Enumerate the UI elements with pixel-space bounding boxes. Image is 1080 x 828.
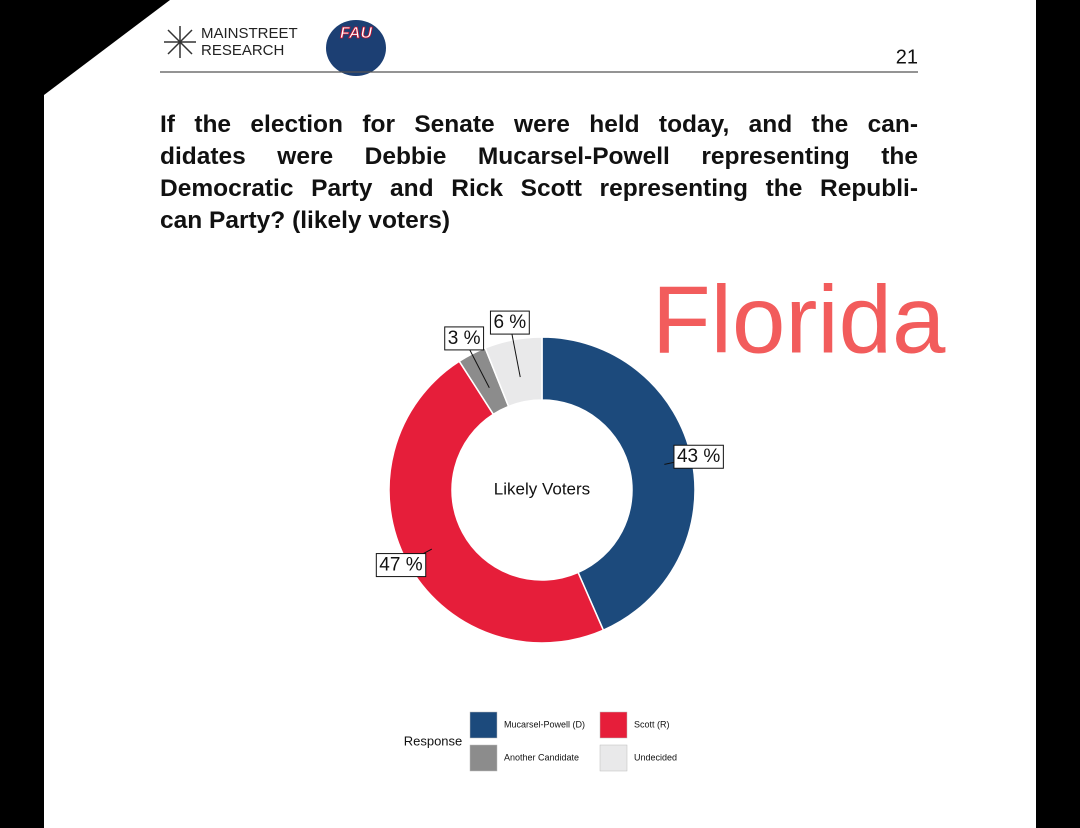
data-label: 6 % [493, 312, 526, 333]
data-label: 47 % [379, 555, 422, 576]
badge-owl [326, 20, 386, 76]
donut-segment [388, 360, 605, 644]
paper [44, 0, 1036, 828]
label-box [489, 310, 530, 335]
legend-label: Scott (R) [634, 719, 670, 729]
logo-star [164, 26, 196, 58]
question-line: If the election for Senate were held tod… [160, 111, 918, 138]
logo-line: RESEARCH [201, 42, 284, 59]
badge-text: FAU [340, 25, 372, 42]
question-line: Democratic Party and Rick Scott represen… [160, 175, 918, 202]
logo-line: MAINSTREET [201, 25, 298, 42]
legend-title: Response [404, 733, 463, 748]
leader-line [511, 332, 521, 378]
question-line: didates were Debbie Mucarsel-Powell repr… [160, 143, 918, 170]
legend-swatch [599, 711, 628, 739]
donut-chart: 43 % 47 % 3 % 6 % Likely Voters Response Mucar… [375, 310, 724, 772]
donut-segment [541, 336, 696, 632]
center-label: Likely Voters [494, 479, 590, 498]
donut-segment [484, 336, 543, 408]
legend-label: Undecided [634, 752, 677, 762]
data-label: 43 % [677, 446, 720, 467]
legend-swatch [469, 711, 498, 739]
page-number: 21 [896, 46, 918, 68]
legend-swatch [599, 744, 628, 772]
overlay-text: Florida [652, 266, 946, 373]
leader-line [468, 347, 490, 389]
data-label: 3 % [448, 328, 481, 349]
legend-swatch [469, 744, 498, 772]
label-box [444, 326, 485, 351]
legend-label: Another Candidate [504, 752, 579, 762]
label-box [375, 553, 427, 578]
legend-label: Mucarsel-Powell (D) [504, 719, 585, 729]
label-box [673, 444, 724, 469]
question-line: can Party? (likely voters) [160, 207, 451, 234]
